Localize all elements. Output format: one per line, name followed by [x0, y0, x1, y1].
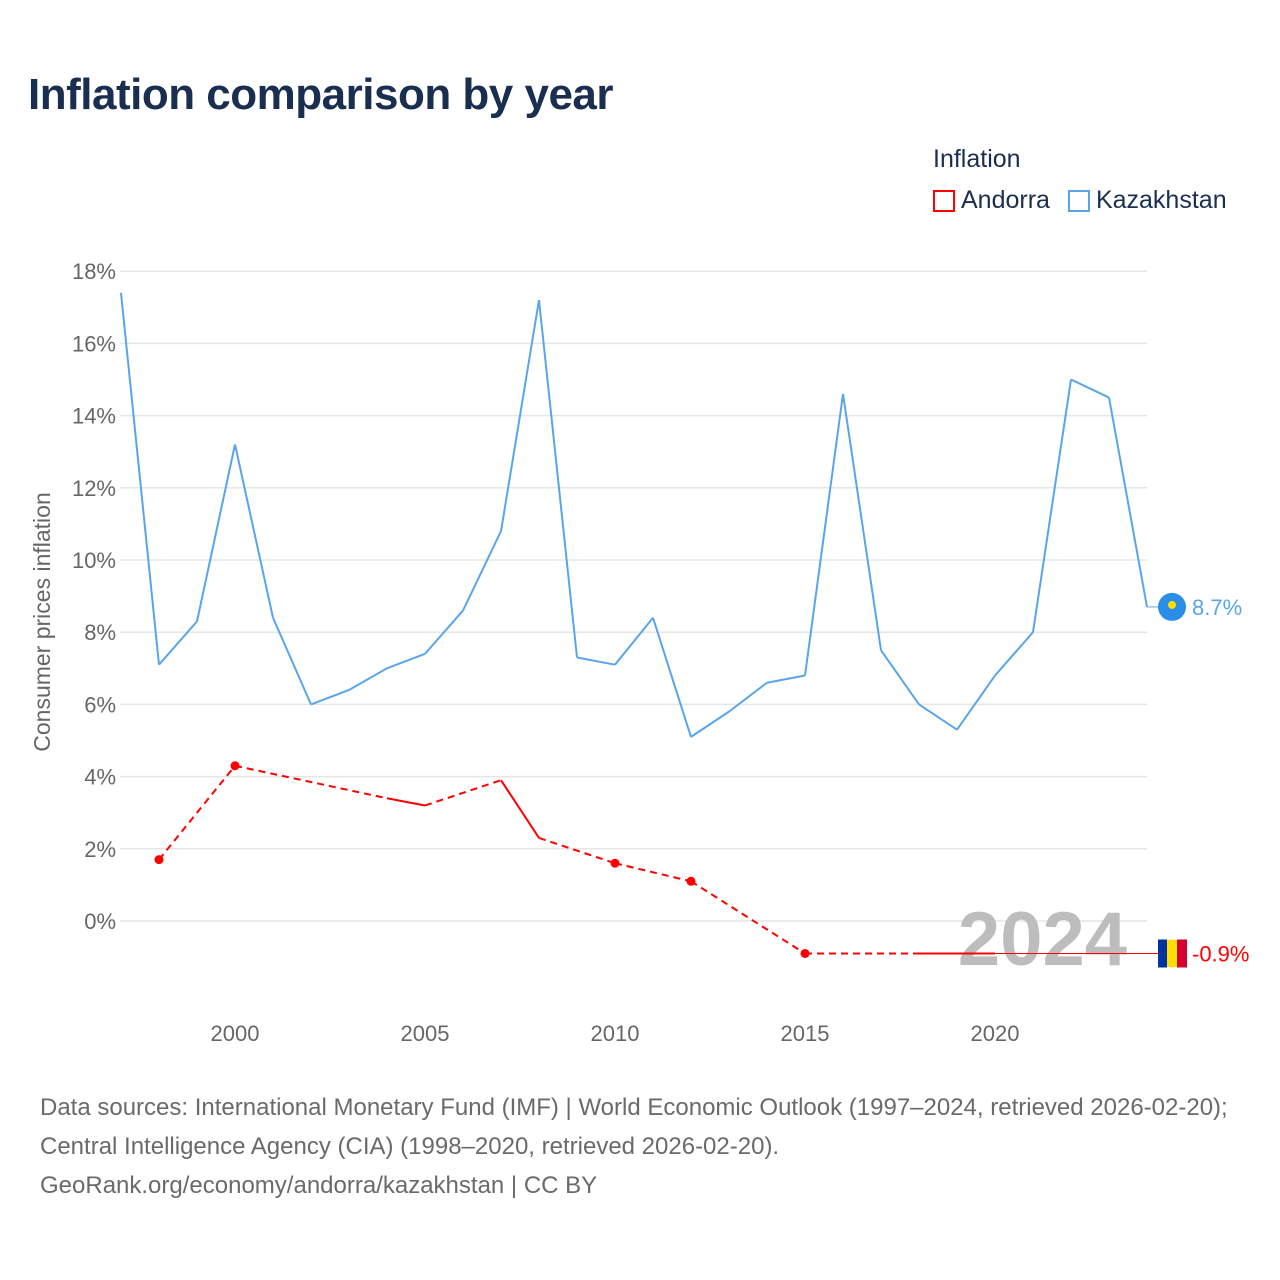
line-segment-kazakhstan — [424, 609, 464, 655]
line-segment-kazakhstan — [538, 299, 578, 658]
line-segment-kazakhstan — [310, 689, 350, 706]
legend-title: Inflation — [933, 145, 1021, 173]
line-segment-kazakhstan — [880, 649, 920, 705]
line-segment-kazakhstan — [728, 681, 768, 713]
y-tick-label: 14% — [72, 404, 116, 429]
line-segment-kazakhstan — [272, 617, 312, 705]
line-segment-andorra — [690, 880, 806, 955]
line-segment-kazakhstan — [348, 667, 388, 691]
line-segment-kazakhstan — [652, 617, 692, 738]
line-segment-kazakhstan — [196, 444, 236, 622]
data-point-andorra — [800, 948, 810, 958]
line-segment-kazakhstan — [1108, 397, 1148, 608]
chart-title: Inflation comparison by year — [28, 70, 614, 119]
end-label-kazakhstan: 8.7% — [1192, 595, 1242, 620]
x-tick-label: 2020 — [971, 1021, 1020, 1046]
line-segment-kazakhstan — [386, 652, 426, 670]
y-tick-label: 18% — [72, 259, 116, 284]
line-segment-kazakhstan — [462, 530, 502, 611]
y-tick-label: 4% — [84, 765, 116, 790]
line-segment-andorra — [538, 837, 616, 865]
flag-stripe — [1158, 939, 1167, 968]
line-segment-kazakhstan — [234, 444, 274, 618]
legend-label: Kazakhstan — [1095, 186, 1227, 214]
x-tick-label: 2005 — [401, 1021, 450, 1046]
line-segment-kazakhstan — [1070, 378, 1110, 399]
line-segment-andorra — [500, 779, 540, 839]
x-tick-label: 2000 — [211, 1021, 260, 1046]
y-tick-label: 10% — [72, 548, 116, 573]
line-segment-andorra — [614, 862, 692, 883]
line-segment-kazakhstan — [766, 674, 806, 684]
legend: Andorra Kazakhstan — [933, 186, 1227, 215]
flag-stripe — [1177, 939, 1187, 968]
line-segment-kazakhstan — [158, 620, 198, 666]
line-segment-andorra — [424, 779, 502, 807]
source-link[interactable]: GeoRank.org/economy/andorra/kazakhstan |… — [40, 1172, 598, 1199]
y-tick-label: 0% — [84, 909, 116, 934]
x-tick-label: 2015 — [781, 1021, 830, 1046]
y-tick-label: 6% — [84, 692, 116, 717]
x-tick-label: 2010 — [591, 1021, 640, 1046]
end-label-andorra: -0.9% — [1192, 941, 1249, 966]
line-segment-kazakhstan — [690, 710, 730, 738]
line-segment-kazakhstan — [614, 617, 654, 666]
year-watermark: 2024 — [958, 897, 1127, 982]
line-segment-kazakhstan — [956, 674, 996, 731]
line-segment-kazakhstan — [1032, 379, 1072, 633]
legend-item-andorra[interactable]: Andorra — [933, 186, 1050, 215]
data-point-andorra — [154, 855, 164, 865]
y-tick-label: 2% — [84, 837, 116, 862]
y-axis-label: Consumer prices inflation — [29, 492, 55, 752]
legend-label: Andorra — [961, 186, 1050, 214]
footer: Data sources: International Monetary Fun… — [40, 1088, 1250, 1205]
y-tick-label: 8% — [84, 620, 116, 645]
flag-sun — [1168, 600, 1176, 609]
y-tick-label: 12% — [72, 476, 116, 501]
line-segment-andorra — [386, 797, 426, 807]
data-point-andorra — [610, 858, 620, 868]
line-segment-kazakhstan — [842, 393, 882, 651]
line-segment-kazakhstan — [994, 631, 1034, 677]
legend-item-kazakhstan[interactable]: Kazakhstan — [1067, 186, 1227, 215]
line-segment-andorra — [158, 765, 236, 861]
line-segment-kazakhstan — [576, 656, 616, 666]
data-point-andorra — [230, 761, 240, 771]
line-segment-andorra — [234, 764, 388, 800]
line-segment-kazakhstan — [120, 292, 160, 665]
line-segment-kazakhstan — [804, 393, 844, 676]
line-segment-kazakhstan — [918, 703, 958, 731]
data-point-andorra — [686, 876, 696, 886]
line-segment-kazakhstan — [500, 299, 540, 532]
legend-swatch-andorra — [933, 189, 955, 212]
legend-swatch-kazakhstan — [1067, 189, 1090, 212]
data-sources: Data sources: International Monetary Fun… — [40, 1094, 1228, 1160]
y-tick-label: 16% — [72, 331, 116, 356]
